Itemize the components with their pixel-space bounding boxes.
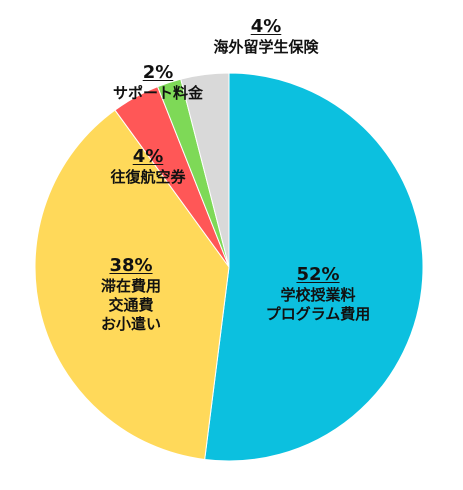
slice-label-insurance: 4% 海外留学生保険 [213,16,318,57]
living-line-2: 交通費 [108,296,154,314]
pie-slice-tuition [204,72,424,462]
living-line-3: お小遣い [100,315,162,333]
support-percent: 2% [142,62,174,83]
pie-slice-insurance [180,72,230,268]
airfare-percent: 4% [132,146,164,167]
slice-label-support: 2% サポート料金 [113,62,203,103]
airfare-line-1: 往復航空券 [110,168,186,186]
living-line-1: 滞在費用 [100,277,162,295]
insurance-line-1: 海外留学生保険 [213,38,319,56]
tuition-line-2: プログラム費用 [265,305,371,323]
tuition-percent: 52% [296,264,340,285]
support-line-1: サポート料金 [112,84,204,102]
living-percent: 38% [109,255,153,276]
slice-label-living: 38% 滞在費用 交通費 お小遣い [101,255,161,334]
insurance-percent: 4% [250,16,282,37]
slice-label-tuition: 52% 学校授業料 プログラム費用 [266,264,371,324]
pie-slice-living [34,109,230,461]
slice-label-airfare: 4% 往復航空券 [110,146,185,187]
tuition-line-1: 学校授業料 [280,286,356,304]
